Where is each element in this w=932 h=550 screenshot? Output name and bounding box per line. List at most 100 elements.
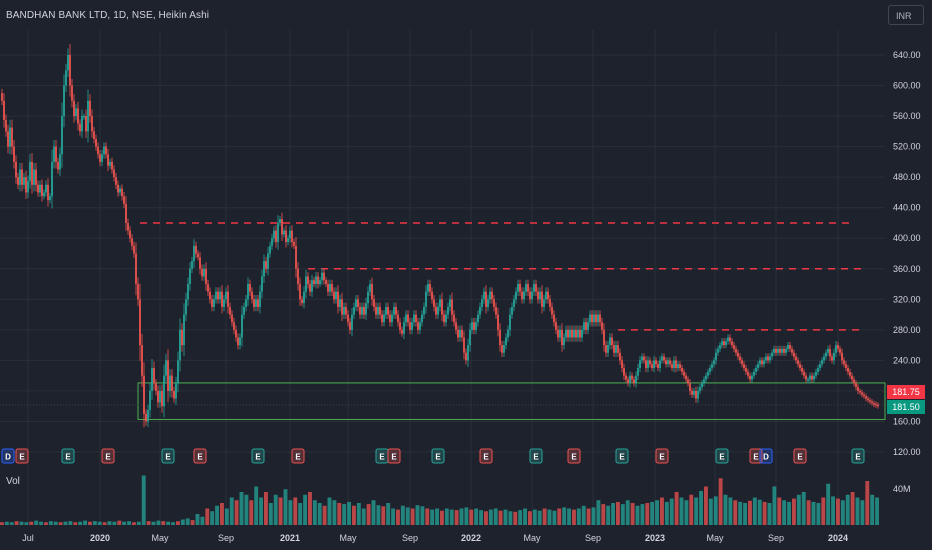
currency-selector[interactable]: INR [888,5,924,25]
candle-body [89,100,91,117]
dividend-marker[interactable]: D [1,448,15,464]
candle-body [639,360,641,369]
candle-body [559,329,561,338]
candle-body [181,329,183,346]
volume-bar [787,501,791,525]
candle-body [569,329,571,338]
volume-bar [9,522,14,525]
svg-text:D: D [5,453,11,462]
earnings-marker[interactable]: E [431,448,445,464]
candle-body [855,383,857,388]
volume-bar [88,521,92,525]
candle-body [85,116,87,132]
volume-bar [234,500,239,525]
candle-body [837,345,839,349]
candle-body [599,314,601,323]
earnings-marker[interactable]: E [193,448,207,464]
candle-body [753,371,755,376]
candle-body [615,345,617,353]
earnings-marker[interactable]: E [479,448,493,464]
volume-bar [469,509,474,525]
earnings-marker[interactable]: E [793,448,807,464]
volume-bar [244,494,249,525]
earnings-marker[interactable]: E [61,448,75,464]
volume-bar [757,499,762,525]
earnings-marker[interactable]: E [15,448,29,464]
candle-body [107,154,109,166]
candle-body [65,70,67,86]
earnings-marker[interactable]: E [161,448,175,464]
volume-bar [792,498,796,525]
earnings-marker[interactable]: E [749,448,763,464]
earnings-marker[interactable]: E [567,448,581,464]
y-tick-label: 240.00 [893,355,921,365]
earnings-marker[interactable]: E [655,448,669,464]
volume-bar [430,509,435,525]
earnings-marker[interactable]: E [715,448,729,464]
candle-body [743,364,745,369]
candle-body [91,116,93,132]
candle-body [345,306,347,315]
volume-bar [591,507,596,525]
dividend-marker[interactable]: D [759,448,773,464]
candle-body [877,404,879,407]
svg-text:E: E [391,453,397,462]
candle-body [665,360,667,365]
volume-bar [523,508,527,525]
candle-body [535,284,537,292]
candle-body [789,345,791,349]
candle-body [349,322,351,330]
earnings-marker[interactable]: E [387,448,401,464]
candle-body [627,379,629,384]
earnings-marker[interactable]: E [375,448,389,464]
earnings-marker[interactable]: E [851,448,865,464]
y-tick-label: 360.00 [893,264,921,274]
candle-body [609,337,611,346]
candle-body [441,299,443,315]
candle-body [687,379,689,384]
candle-body [437,306,439,315]
candle-body [165,360,167,376]
volume-bar [865,481,870,525]
earnings-marker[interactable]: E [615,448,629,464]
time-axis[interactable]: Jul 2020 May Sep 2021 May Sep 2022 May Sep 2023 May… [22,533,848,543]
candle-body [485,291,487,307]
candle-body [659,360,661,369]
candle-body [33,169,35,185]
candle-body [427,284,429,292]
svg-text:E: E [483,453,489,462]
candle-body [483,291,485,300]
candle-body [699,387,701,391]
candle-body [641,356,643,361]
candle-body [187,284,189,300]
candle-body [529,291,531,300]
earnings-marker[interactable]: E [529,448,543,464]
candle-body [221,291,223,307]
candle-body [193,245,195,262]
volume-bar [616,501,620,525]
volume-bar [777,497,782,525]
volume-bar [24,522,29,525]
price-candles [1,43,879,428]
candle-body [381,314,383,323]
earnings-marker[interactable]: E [101,448,115,464]
candle-body [791,348,793,353]
candle-body [579,329,581,338]
candle-body [827,348,829,353]
candle-body [751,375,753,380]
earnings-marker[interactable]: E [291,448,305,464]
volume-bar [249,500,254,525]
candle-body [813,375,815,380]
badge-lower-text: 181.50 [892,402,920,412]
candle-body [573,329,575,338]
candle-body [135,253,137,285]
earnings-marker[interactable]: E [251,448,265,464]
candle-body [835,345,837,353]
candle-body [93,131,95,139]
candle-body [245,299,247,307]
candle-body [843,360,845,365]
candle-body [635,375,637,384]
